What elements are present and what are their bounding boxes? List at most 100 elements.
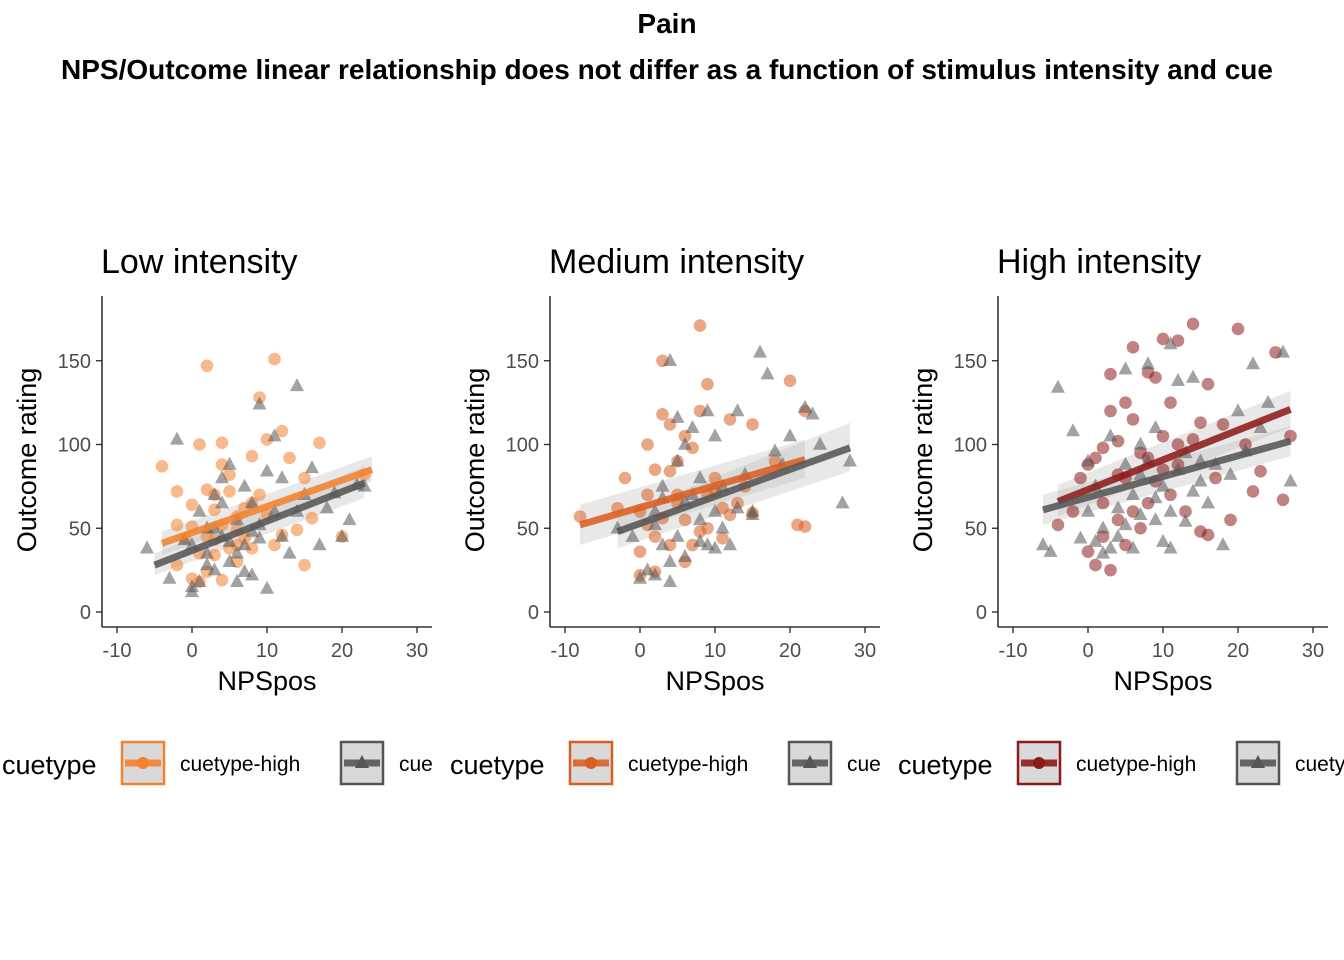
panel-title: High intensity bbox=[997, 243, 1201, 281]
fit-line bbox=[1056, 406, 1292, 505]
y-tick-label: 150 bbox=[506, 351, 539, 373]
data-point bbox=[222, 533, 237, 547]
x-tick-label: -10 bbox=[999, 640, 1028, 662]
data-point bbox=[1118, 517, 1133, 531]
data-point bbox=[252, 530, 267, 544]
legend-key-marker bbox=[585, 757, 597, 769]
data-point bbox=[715, 520, 730, 534]
data-point bbox=[1156, 533, 1170, 547]
data-point bbox=[648, 517, 662, 531]
legend-entry-label: cue bbox=[399, 753, 433, 776]
data-point bbox=[1066, 505, 1080, 518]
data-point bbox=[1126, 505, 1140, 518]
data-point bbox=[290, 378, 304, 392]
data-point bbox=[237, 564, 252, 577]
data-point bbox=[252, 396, 267, 410]
data-point bbox=[1118, 456, 1133, 470]
legend-key-marker bbox=[355, 755, 369, 768]
data-point bbox=[230, 574, 244, 588]
data-point bbox=[298, 471, 311, 485]
data-point bbox=[1096, 496, 1110, 510]
x-tick-label: 20 bbox=[1227, 640, 1249, 662]
y-tick-label: 100 bbox=[954, 435, 987, 457]
data-point bbox=[170, 431, 184, 445]
data-point bbox=[746, 418, 759, 431]
data-point bbox=[1118, 361, 1133, 375]
data-point bbox=[162, 570, 177, 584]
legend-key-marker bbox=[1251, 755, 1265, 768]
data-point bbox=[663, 574, 677, 588]
data-point bbox=[1156, 478, 1170, 492]
data-point bbox=[798, 520, 812, 533]
data-point bbox=[200, 557, 214, 571]
fit-line bbox=[153, 479, 366, 569]
data-point bbox=[1246, 356, 1260, 370]
x-tick-label: 20 bbox=[331, 640, 353, 662]
fit-line bbox=[160, 466, 374, 547]
data-point bbox=[678, 548, 692, 562]
data-point bbox=[1096, 530, 1110, 543]
panel-3: High intensity 0 50 100 150 -10 0 10 20 30 NPSpos O… bbox=[898, 243, 1344, 786]
x-tick-label: 30 bbox=[406, 640, 428, 662]
data-point bbox=[230, 545, 244, 559]
data-point bbox=[641, 438, 654, 451]
fit-line bbox=[616, 444, 852, 535]
data-point bbox=[753, 344, 767, 358]
data-point bbox=[170, 518, 184, 532]
legend-title: cuetype bbox=[2, 750, 97, 780]
data-point bbox=[1201, 495, 1215, 509]
legend-key-marker bbox=[137, 757, 149, 769]
y-tick-label: 0 bbox=[80, 602, 91, 624]
data-point bbox=[1104, 367, 1117, 381]
plot-area bbox=[1036, 317, 1298, 577]
data-point bbox=[670, 453, 685, 467]
data-point bbox=[640, 562, 655, 576]
data-point bbox=[275, 470, 289, 484]
data-point bbox=[1081, 453, 1095, 467]
fit-line bbox=[1042, 437, 1292, 514]
data-point bbox=[1201, 528, 1215, 542]
legend-entry-label: cuety bbox=[1295, 753, 1344, 776]
data-point bbox=[1224, 513, 1237, 527]
data-point bbox=[215, 573, 229, 587]
data-point bbox=[268, 538, 281, 552]
data-point bbox=[760, 366, 775, 380]
x-tick-label: 20 bbox=[779, 640, 801, 662]
panel-title: Low intensity bbox=[101, 243, 298, 281]
data-point bbox=[805, 406, 820, 420]
data-point bbox=[1231, 322, 1245, 336]
data-point bbox=[215, 495, 229, 509]
data-point bbox=[1156, 332, 1170, 346]
data-point bbox=[313, 436, 326, 450]
data-point bbox=[245, 449, 259, 463]
y-tick-label: 50 bbox=[517, 518, 539, 540]
data-point bbox=[1223, 466, 1238, 480]
data-point bbox=[1104, 563, 1117, 577]
data-point bbox=[320, 500, 334, 514]
data-point bbox=[783, 374, 797, 388]
data-point bbox=[641, 488, 654, 502]
data-point bbox=[1209, 471, 1222, 485]
data-point bbox=[1231, 403, 1245, 417]
data-point bbox=[298, 558, 311, 572]
data-point bbox=[768, 443, 782, 457]
data-point bbox=[223, 468, 236, 481]
data-point bbox=[1111, 500, 1125, 514]
fit-line bbox=[579, 456, 806, 529]
data-point bbox=[656, 408, 669, 421]
data-point bbox=[678, 429, 692, 443]
data-point bbox=[1178, 513, 1193, 527]
data-point bbox=[1126, 341, 1140, 354]
data-point bbox=[193, 438, 206, 451]
x-tick-label: 10 bbox=[256, 640, 278, 662]
data-point bbox=[200, 359, 214, 373]
data-point bbox=[1074, 471, 1087, 485]
data-point bbox=[260, 433, 274, 446]
data-point bbox=[1096, 520, 1110, 534]
data-point bbox=[1133, 436, 1148, 450]
data-point bbox=[237, 537, 252, 551]
data-point bbox=[1141, 356, 1155, 370]
panel-1: Low intensity 0 50 100 150 -10 0 10 20 30 NPSpos Ou… bbox=[2, 243, 433, 786]
data-point bbox=[1134, 521, 1147, 535]
